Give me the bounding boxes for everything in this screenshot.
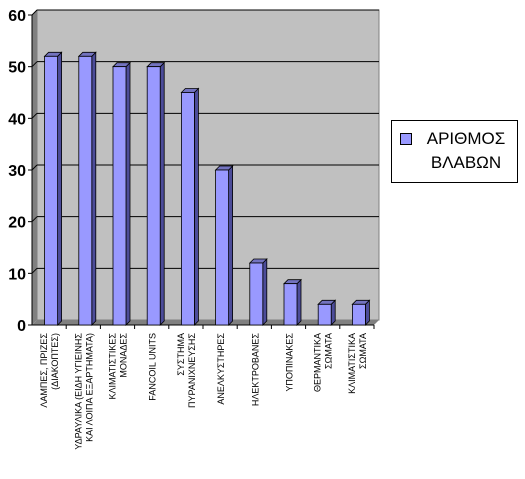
bar (147, 67, 160, 325)
bar-side (160, 63, 164, 325)
legend-swatch (400, 133, 412, 145)
bar (284, 284, 297, 325)
x-tick-label: ΘΕΡΜΑΝΤΙΚΑΣΩΜΑΤΑ (313, 333, 334, 392)
bar (113, 67, 126, 325)
bar (250, 263, 263, 325)
x-tick-label: ΚΛΙΜΑΤΙΣΤΙΚΕΣΜΟΝΑΔΕΣ (108, 333, 129, 400)
bar-side (194, 89, 198, 326)
y-tick-label: 0 (17, 318, 26, 335)
bar (79, 56, 92, 325)
y-tick-label: 20 (8, 215, 26, 232)
x-tick-label: ΛΑΜΠΕΣ, ΠΡΙΖΕΣ(ΔΙΑΚΟΠΤΕΣ) (39, 333, 60, 408)
bar-side (58, 52, 62, 325)
y-tick-label: 10 (8, 266, 26, 283)
bar (352, 304, 365, 325)
bar (318, 304, 331, 325)
x-tick-label: ΗΛΕΚΤΡΟΒΑΝΕΣ (250, 333, 260, 407)
bar (45, 56, 58, 325)
y-tick-label: 40 (8, 111, 26, 128)
y-tick-label: 60 (8, 8, 26, 25)
bar-side (297, 280, 301, 325)
bar (216, 170, 229, 325)
x-tick-label: ΥΔΡΑΥΛΙΚΑ (ΕΙΔΗ ΥΓΙΕΙΝΗΣΚΑΙ ΛΟΙΠΑ ΕΞΑΡΤΗ… (73, 333, 94, 450)
bar-side (126, 63, 130, 325)
bar-side (92, 52, 96, 325)
x-tick-label: FANCOIL UNITS (148, 333, 158, 401)
x-tick-label: ΥΠΟΠΙΝΑΚΕΣ (285, 333, 295, 392)
legend-label: ΑΡΙΘΜΟΣ ΒΛΑΒΩΝ (418, 127, 514, 175)
bar (181, 93, 194, 326)
bar-side (263, 259, 267, 325)
bar-side (229, 166, 233, 325)
legend: ΑΡΙΘΜΟΣ ΒΛΑΒΩΝ (391, 120, 518, 183)
x-tick-label: ΣΥΣΤΗΜΑΠΥΡΑΝΙΧΝΕΥΣΗΣ (176, 333, 197, 408)
x-tick-label: ΑΝΕΛΚΥΣΤΗΡΕΣ (216, 333, 226, 405)
x-tick-label: ΚΛΙΜΑΤΙΣΤΙΚΑΣΩΜΑΤΑ (347, 333, 368, 394)
y-tick-label: 50 (8, 60, 26, 77)
y-tick-label: 30 (8, 163, 26, 180)
